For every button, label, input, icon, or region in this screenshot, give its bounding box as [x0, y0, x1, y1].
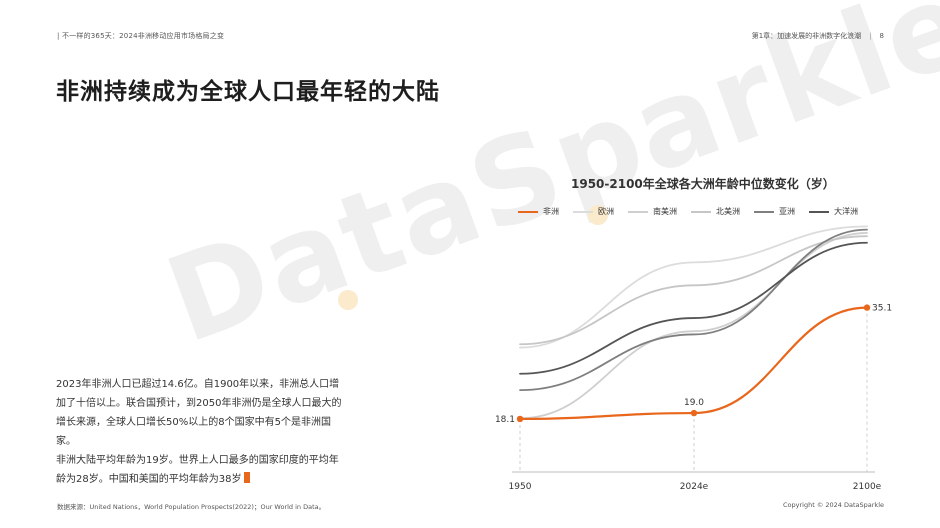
- legend-swatch: [691, 210, 711, 213]
- chart-title: 1950-2100年全球各大洲年龄中位数变化（岁）: [571, 177, 835, 191]
- x-tick-label: 2100e: [853, 482, 882, 492]
- chart-legend: 非洲 欧洲 南美洲 北美洲 亚洲 大洋洲: [518, 206, 858, 217]
- series-line-亚洲: [519, 228, 868, 392]
- x-tick-label: 2024e: [680, 482, 709, 492]
- report-title-header: | 不一样的365天：2024非洲移动应用市场格局之变: [57, 32, 225, 40]
- body-text: 2023年非洲人口已超过14.6亿。自1900年以来，非洲总人口增加了十倍以上。…: [56, 375, 346, 489]
- legend-item: 非洲: [518, 206, 559, 217]
- legend-swatch: [573, 210, 593, 213]
- data-point: [516, 415, 524, 423]
- chapter-title: 第1章：加速发展的非洲数字化浪潮: [751, 32, 862, 40]
- x-tick-label: 1950: [509, 482, 532, 492]
- data-point: [690, 409, 698, 417]
- legend-label: 非洲: [543, 207, 559, 216]
- legend-item: 北美洲: [691, 206, 740, 217]
- highlight-marker: [244, 472, 251, 483]
- legend-label: 大洋洲: [834, 207, 858, 216]
- body-paragraph-2: 非洲大陆平均年龄为19岁。世界上人口最多的国家印度的平均年龄为28岁。中国和美国…: [56, 451, 346, 489]
- legend-swatch: [809, 210, 829, 213]
- legend-swatch: [754, 210, 774, 213]
- legend-item: 南美洲: [628, 206, 677, 217]
- page-title: 非洲持续成为全球人口最年轻的大陆: [56, 79, 440, 105]
- legend-item: 亚洲: [754, 206, 795, 217]
- data-source: 数据来源：United Nations，World Population Pro…: [57, 503, 326, 511]
- series-line-非洲: [518, 306, 869, 421]
- series-line-北美洲: [519, 235, 868, 346]
- data-label: 35.1: [872, 304, 892, 314]
- data-label: 18.1: [495, 415, 515, 425]
- data-point: [863, 304, 871, 311]
- chapter-header: 第1章：加速发展的非洲数字化浪潮 | 8: [752, 31, 884, 41]
- copyright: Copyright © 2024 DataSparkle: [783, 501, 884, 509]
- legend-swatch: [518, 210, 538, 213]
- body-paragraph-1: 2023年非洲人口已超过14.6亿。自1900年以来，非洲总人口增加了十倍以上。…: [56, 379, 342, 447]
- legend-label: 欧洲: [598, 207, 614, 216]
- watermark-dot: [588, 205, 608, 225]
- watermark-dot: [338, 290, 358, 310]
- legend-label: 北美洲: [716, 207, 740, 216]
- legend-label: 亚洲: [779, 207, 795, 216]
- body-paragraph-2-text: 非洲大陆平均年龄为19岁。世界上人口最多的国家印度的平均年龄为28岁。中国和美国…: [56, 455, 339, 485]
- legend-swatch: [628, 210, 648, 213]
- legend-item: 欧洲: [573, 206, 614, 217]
- header-divider: |: [869, 32, 872, 40]
- legend-label: 南美洲: [653, 207, 677, 216]
- legend-item: 大洋洲: [809, 206, 858, 217]
- page-number: 8: [879, 32, 884, 40]
- series-line-大洋洲: [519, 241, 868, 375]
- series-line-欧洲: [519, 225, 868, 349]
- series-line-南美洲: [519, 232, 868, 420]
- data-label: 19.0: [684, 398, 704, 408]
